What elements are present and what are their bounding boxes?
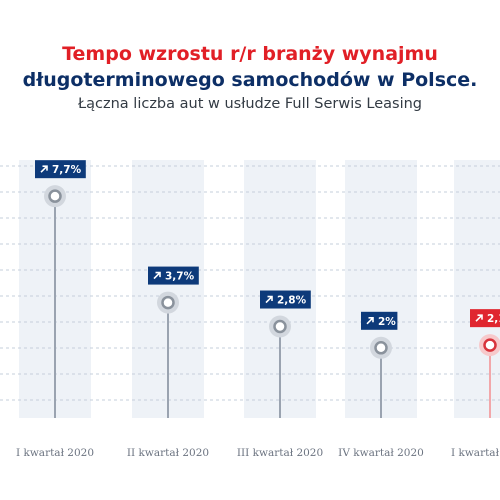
arrow-up-right-icon — [265, 295, 273, 304]
data-point — [483, 338, 497, 352]
chart-subtitle: Łączna liczba aut w usłudze Full Serwis … — [77, 96, 423, 112]
value-badge — [35, 160, 86, 179]
value-label: 2% — [378, 316, 396, 328]
value-label: 7,7% — [52, 164, 82, 176]
value-badge — [470, 309, 500, 328]
value-badge — [148, 266, 199, 285]
category-label: I kwartał 2020 — [16, 447, 94, 459]
data-point — [273, 319, 287, 334]
arrow-up-right-icon — [475, 314, 483, 322]
chart-title-line-1: Tempo wzrostu r/r branży wynajmu — [62, 43, 438, 65]
value-label: 3,7% — [165, 271, 195, 283]
data-point — [374, 341, 388, 355]
arrow-up-right-icon — [153, 271, 161, 280]
category-label: I kwartał 2021 — [451, 447, 500, 459]
plot-band — [454, 160, 500, 418]
value-badge — [260, 290, 311, 309]
category-label: IV kwartał 2020 — [338, 447, 424, 459]
value-badge — [361, 311, 398, 330]
value-label: 2,8% — [277, 295, 307, 307]
category-label: III kwartał 2020 — [237, 447, 323, 459]
value-label: 2,1% — [487, 313, 500, 325]
arrow-up-right-icon — [366, 317, 374, 325]
chart-title-line-2: długoterminowego samochodów w Polsce. — [22, 69, 478, 91]
arrow-up-right-icon — [40, 165, 48, 173]
category-label: II kwartał 2020 — [127, 447, 209, 459]
data-point — [161, 295, 175, 310]
data-point — [48, 189, 62, 203]
